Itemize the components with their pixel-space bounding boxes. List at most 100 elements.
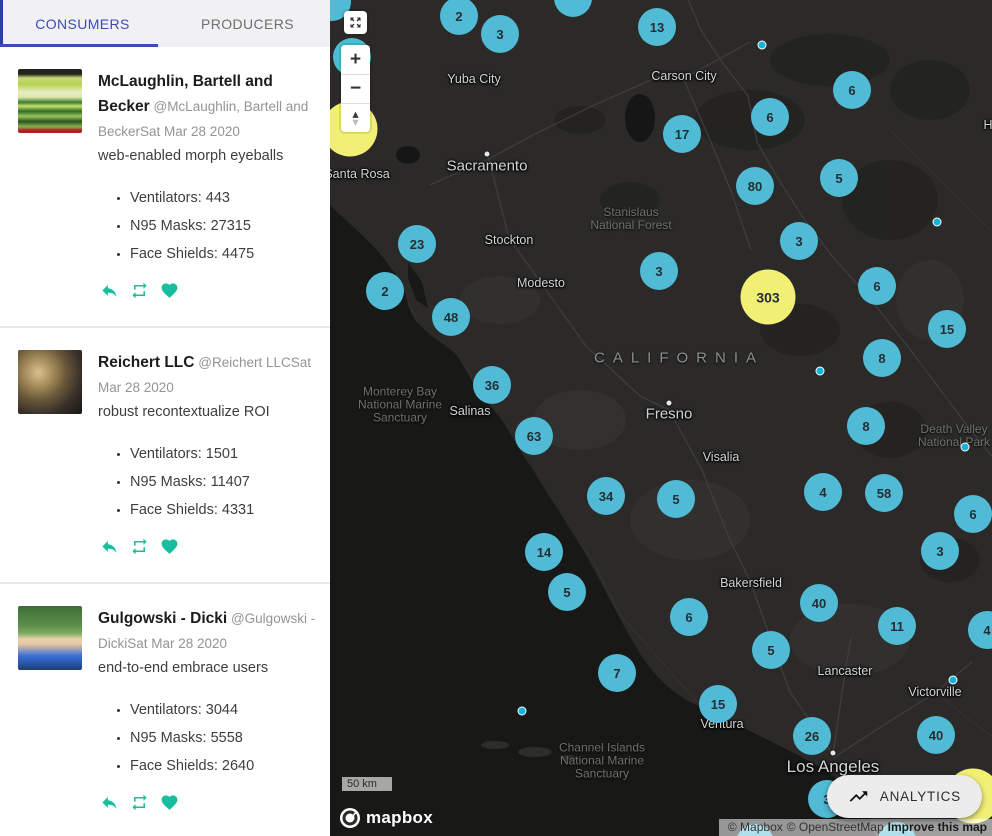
mapbox-wordmark: mapbox	[366, 808, 433, 827]
tab-accent-bar	[0, 0, 3, 47]
like-icon[interactable]	[160, 281, 179, 300]
point-marker[interactable]	[517, 706, 527, 716]
avatar	[18, 606, 82, 670]
cluster-marker[interactable]: 40	[800, 584, 838, 622]
stat-face-shields: Face Shields: 4331	[130, 496, 316, 524]
point-marker[interactable]	[932, 217, 942, 227]
consumer-handle: @Reichert LLC	[198, 355, 291, 370]
cluster-marker[interactable]: 5	[820, 159, 858, 197]
point-marker[interactable]	[815, 366, 825, 376]
point-marker[interactable]	[960, 442, 970, 452]
cluster-marker[interactable]: 6	[751, 98, 789, 136]
fullscreen-icon	[350, 17, 361, 28]
attrib-mapbox-link[interactable]: © Mapbox	[727, 820, 783, 834]
city-label: Bakersfield	[720, 576, 782, 590]
map-attribution: © Mapbox © OpenStreetMap Improve this map	[718, 819, 992, 836]
cluster-marker[interactable]: 36	[473, 366, 511, 404]
city-label: Visalia	[702, 450, 740, 464]
zoom-out-button[interactable]: −	[341, 74, 370, 103]
stat-n95-masks: N95 Masks: 11407	[130, 468, 316, 496]
cluster-marker[interactable]: 15	[928, 310, 966, 348]
tab-producers[interactable]: PRODUCERS	[200, 15, 295, 32]
cluster-marker[interactable]: 34	[587, 477, 625, 515]
card-actions	[100, 537, 316, 556]
cluster-marker[interactable]: 63	[515, 417, 553, 455]
cluster-marker[interactable]: 2	[366, 272, 404, 310]
cluster-marker[interactable]: 80	[736, 167, 774, 205]
city-dot	[484, 151, 490, 157]
like-icon[interactable]	[160, 537, 179, 556]
cluster-marker[interactable]: 3	[921, 532, 959, 570]
active-tab-indicator	[0, 44, 158, 47]
cluster-marker[interactable]: 14	[525, 533, 563, 571]
improve-map-link[interactable]: Improve this map	[887, 820, 987, 834]
retweet-icon[interactable]	[130, 281, 149, 300]
point-marker[interactable]	[757, 40, 767, 50]
stats-list: Ventilators: 3044 N95 Masks: 5558 Face S…	[98, 696, 316, 780]
cluster-marker[interactable]: 17	[663, 115, 701, 153]
reply-icon[interactable]	[100, 793, 119, 812]
cluster-marker[interactable]: 7	[598, 654, 636, 692]
card-header: McLaughlin, Bartell and Becker @McLaughl…	[98, 69, 316, 144]
consumer-card: McLaughlin, Bartell and Becker @McLaughl…	[0, 47, 330, 328]
card-date: Sat Mar 28 2020	[98, 355, 311, 395]
city-label: Modesto	[517, 276, 565, 290]
stat-ventilators: Ventilators: 443	[130, 184, 316, 212]
cluster-marker[interactable]: 11	[878, 607, 916, 645]
cluster-marker[interactable]: 3	[640, 252, 678, 290]
cluster-marker[interactable]: 23	[398, 225, 436, 263]
cluster-marker[interactable]: 26	[793, 717, 831, 755]
cluster-marker[interactable]: 48	[432, 298, 470, 336]
cluster-marker[interactable]: 3	[780, 222, 818, 260]
mapbox-logo-icon	[340, 808, 360, 828]
retweet-icon[interactable]	[130, 793, 149, 812]
consumer-card: Reichert LLC @Reichert LLCSat Mar 28 202…	[0, 328, 330, 584]
mapbox-logo[interactable]: mapbox	[339, 807, 433, 829]
reply-icon[interactable]	[100, 281, 119, 300]
cluster-marker[interactable]: 3	[481, 15, 519, 53]
cluster-marker[interactable]: 58	[865, 474, 903, 512]
stat-n95-masks: N95 Masks: 5558	[130, 724, 316, 752]
city-label: Stockton	[484, 233, 534, 247]
card-actions	[100, 793, 316, 812]
point-marker[interactable]	[948, 675, 958, 685]
stats-list: Ventilators: 443 N95 Masks: 27315 Face S…	[98, 184, 316, 268]
card-actions	[100, 281, 316, 300]
retweet-icon[interactable]	[130, 537, 149, 556]
city-label: Yuba City	[447, 72, 501, 86]
card-description: end-to-end embrace users	[98, 660, 269, 676]
cluster-marker[interactable]	[554, 0, 592, 17]
cluster-marker[interactable]: 2	[440, 0, 478, 35]
tab-consumers[interactable]: CONSUMERS	[35, 15, 130, 32]
cluster-marker[interactable]: 5	[548, 573, 586, 611]
compass-button[interactable]	[341, 103, 370, 132]
cluster-marker[interactable]: 5	[752, 631, 790, 669]
cluster-marker[interactable]: 6	[954, 495, 992, 533]
cluster-marker[interactable]: 40	[917, 716, 955, 754]
attrib-osm-link[interactable]: © OpenStreetMap	[786, 820, 884, 834]
avatar	[18, 350, 82, 414]
cluster-marker[interactable]: 4	[968, 611, 992, 649]
cluster-marker[interactable]: 6	[833, 71, 871, 109]
like-icon[interactable]	[160, 793, 179, 812]
cluster-marker[interactable]: 6	[670, 598, 708, 636]
stat-face-shields: Face Shields: 2640	[130, 752, 316, 780]
compass-icon	[352, 111, 359, 126]
zoom-in-button[interactable]: +	[341, 45, 370, 74]
cluster-marker[interactable]: 15	[699, 685, 737, 723]
cluster-marker[interactable]: 8	[847, 407, 885, 445]
fullscreen-button[interactable]	[344, 11, 367, 34]
reply-icon[interactable]	[100, 537, 119, 556]
consumer-handle: @McLaughlin, Bartell and Becker	[98, 99, 309, 139]
city-label: Victorville	[908, 685, 962, 699]
cluster-marker[interactable]: 6	[858, 267, 896, 305]
cluster-marker[interactable]: 13	[638, 8, 676, 46]
analytics-button[interactable]: ANALYTICS	[826, 775, 982, 818]
cluster-marker[interactable]: 303	[740, 269, 796, 325]
card-header: Gulgowski - Dicki @Gulgowski - DickiSat …	[98, 606, 316, 656]
map[interactable]: Yuba City Carson City Sacramento Santa Rosa…	[330, 0, 992, 836]
cluster-marker[interactable]: 5	[657, 480, 695, 518]
cluster-marker[interactable]: 8	[863, 339, 901, 377]
cluster-marker[interactable]: 4	[804, 473, 842, 511]
